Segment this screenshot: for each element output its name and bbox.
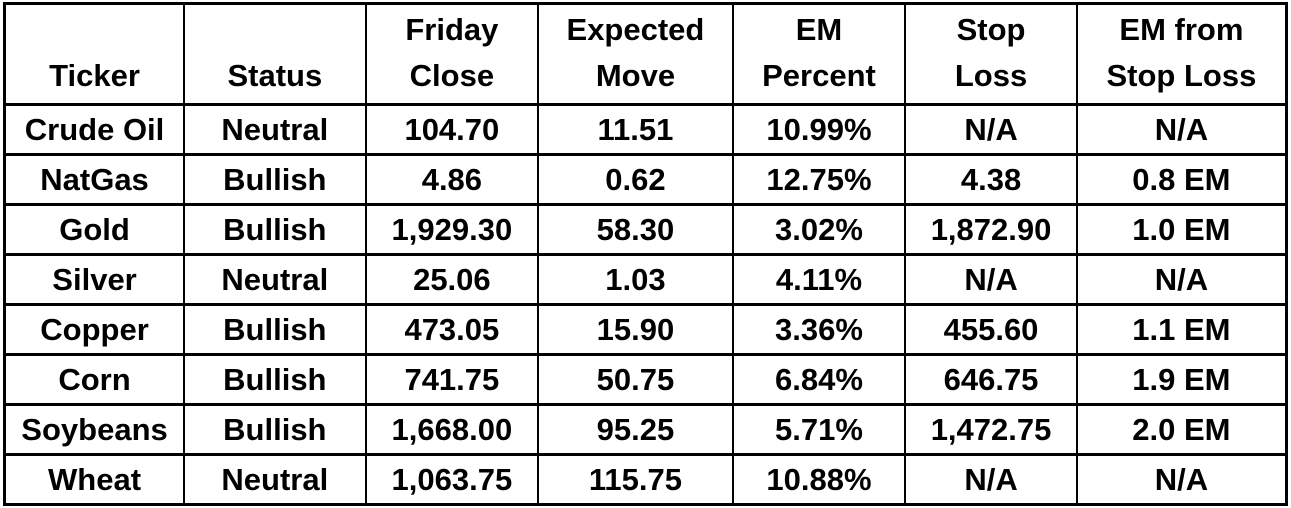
- cell-ticker: Copper: [3, 303, 186, 356]
- cell-stop-loss: 455.60: [904, 303, 1078, 356]
- cell-em-from-stop-loss: N/A: [1075, 103, 1288, 156]
- cell-em-percent: 12.75%: [731, 153, 907, 206]
- cell-em-from-stop-loss: N/A: [1075, 453, 1288, 506]
- cell-em-percent: 6.84%: [731, 353, 907, 406]
- cell-expected-move: 11.51: [537, 103, 734, 156]
- cell-em-percent: 5.71%: [731, 403, 907, 456]
- cell-expected-move: 0.62: [537, 153, 734, 206]
- cell-em-percent: 3.36%: [731, 303, 907, 356]
- table-row: Crude Oil Neutral 104.70 11.51 10.99% N/…: [3, 103, 1288, 156]
- cell-stop-loss: N/A: [904, 453, 1078, 506]
- cell-status: Bullish: [183, 153, 367, 206]
- cell-expected-move: 58.30: [537, 203, 734, 256]
- cell-ticker: Silver: [3, 253, 186, 306]
- cell-em-from-stop-loss: 1.1 EM: [1075, 303, 1288, 356]
- cell-status: Neutral: [183, 453, 367, 506]
- cell-friday-close: 1,063.75: [364, 453, 540, 506]
- cell-em-percent: 10.99%: [731, 103, 907, 156]
- cell-em-from-stop-loss: 2.0 EM: [1075, 403, 1288, 456]
- cell-ticker: Wheat: [3, 453, 186, 506]
- cell-status: Bullish: [183, 403, 367, 456]
- cell-status: Bullish: [183, 203, 367, 256]
- cell-em-percent: 10.88%: [731, 453, 907, 506]
- header-row: Ticker Status Friday Close Expected Move…: [3, 2, 1288, 106]
- column-header-expected-move: Expected Move: [537, 2, 734, 106]
- table-row: Silver Neutral 25.06 1.03 4.11% N/A N/A: [3, 253, 1288, 306]
- cell-expected-move: 95.25: [537, 403, 734, 456]
- cell-ticker: Crude Oil: [3, 103, 186, 156]
- cell-expected-move: 50.75: [537, 353, 734, 406]
- table-row: NatGas Bullish 4.86 0.62 12.75% 4.38 0.8…: [3, 153, 1288, 206]
- column-header-ticker: Ticker: [3, 2, 186, 106]
- cell-em-percent: 3.02%: [731, 203, 907, 256]
- cell-friday-close: 104.70: [364, 103, 540, 156]
- column-header-em-from-stop-loss: EM from Stop Loss: [1075, 2, 1288, 106]
- table-row: Gold Bullish 1,929.30 58.30 3.02% 1,872.…: [3, 203, 1288, 256]
- cell-em-from-stop-loss: 1.0 EM: [1075, 203, 1288, 256]
- cell-stop-loss: 646.75: [904, 353, 1078, 406]
- cell-ticker: Soybeans: [3, 403, 186, 456]
- table-row: Wheat Neutral 1,063.75 115.75 10.88% N/A…: [3, 453, 1288, 506]
- cell-status: Neutral: [183, 103, 367, 156]
- column-header-status: Status: [183, 2, 367, 106]
- table-row: Corn Bullish 741.75 50.75 6.84% 646.75 1…: [3, 353, 1288, 406]
- cell-expected-move: 1.03: [537, 253, 734, 306]
- cell-expected-move: 115.75: [537, 453, 734, 506]
- cell-friday-close: 741.75: [364, 353, 540, 406]
- column-header-em-percent: EM Percent: [731, 2, 907, 106]
- column-header-stop-loss: Stop Loss: [904, 2, 1078, 106]
- cell-stop-loss: 4.38: [904, 153, 1078, 206]
- cell-em-from-stop-loss: N/A: [1075, 253, 1288, 306]
- column-header-friday-close: Friday Close: [364, 2, 540, 106]
- cell-stop-loss: 1,472.75: [904, 403, 1078, 456]
- cell-status: Neutral: [183, 253, 367, 306]
- cell-ticker: Gold: [3, 203, 186, 256]
- cell-friday-close: 473.05: [364, 303, 540, 356]
- cell-ticker: NatGas: [3, 153, 186, 206]
- cell-friday-close: 1,668.00: [364, 403, 540, 456]
- cell-em-from-stop-loss: 1.9 EM: [1075, 353, 1288, 406]
- table-row: Copper Bullish 473.05 15.90 3.36% 455.60…: [3, 303, 1288, 356]
- cell-friday-close: 4.86: [364, 153, 540, 206]
- cell-status: Bullish: [183, 353, 367, 406]
- cell-status: Bullish: [183, 303, 367, 356]
- cell-em-from-stop-loss: 0.8 EM: [1075, 153, 1288, 206]
- futures-expected-move-table: Ticker Status Friday Close Expected Move…: [3, 2, 1288, 506]
- cell-em-percent: 4.11%: [731, 253, 907, 306]
- cell-stop-loss: N/A: [904, 103, 1078, 156]
- cell-ticker: Corn: [3, 353, 186, 406]
- cell-expected-move: 15.90: [537, 303, 734, 356]
- cell-stop-loss: N/A: [904, 253, 1078, 306]
- table-row: Soybeans Bullish 1,668.00 95.25 5.71% 1,…: [3, 403, 1288, 456]
- cell-friday-close: 25.06: [364, 253, 540, 306]
- cell-friday-close: 1,929.30: [364, 203, 540, 256]
- cell-stop-loss: 1,872.90: [904, 203, 1078, 256]
